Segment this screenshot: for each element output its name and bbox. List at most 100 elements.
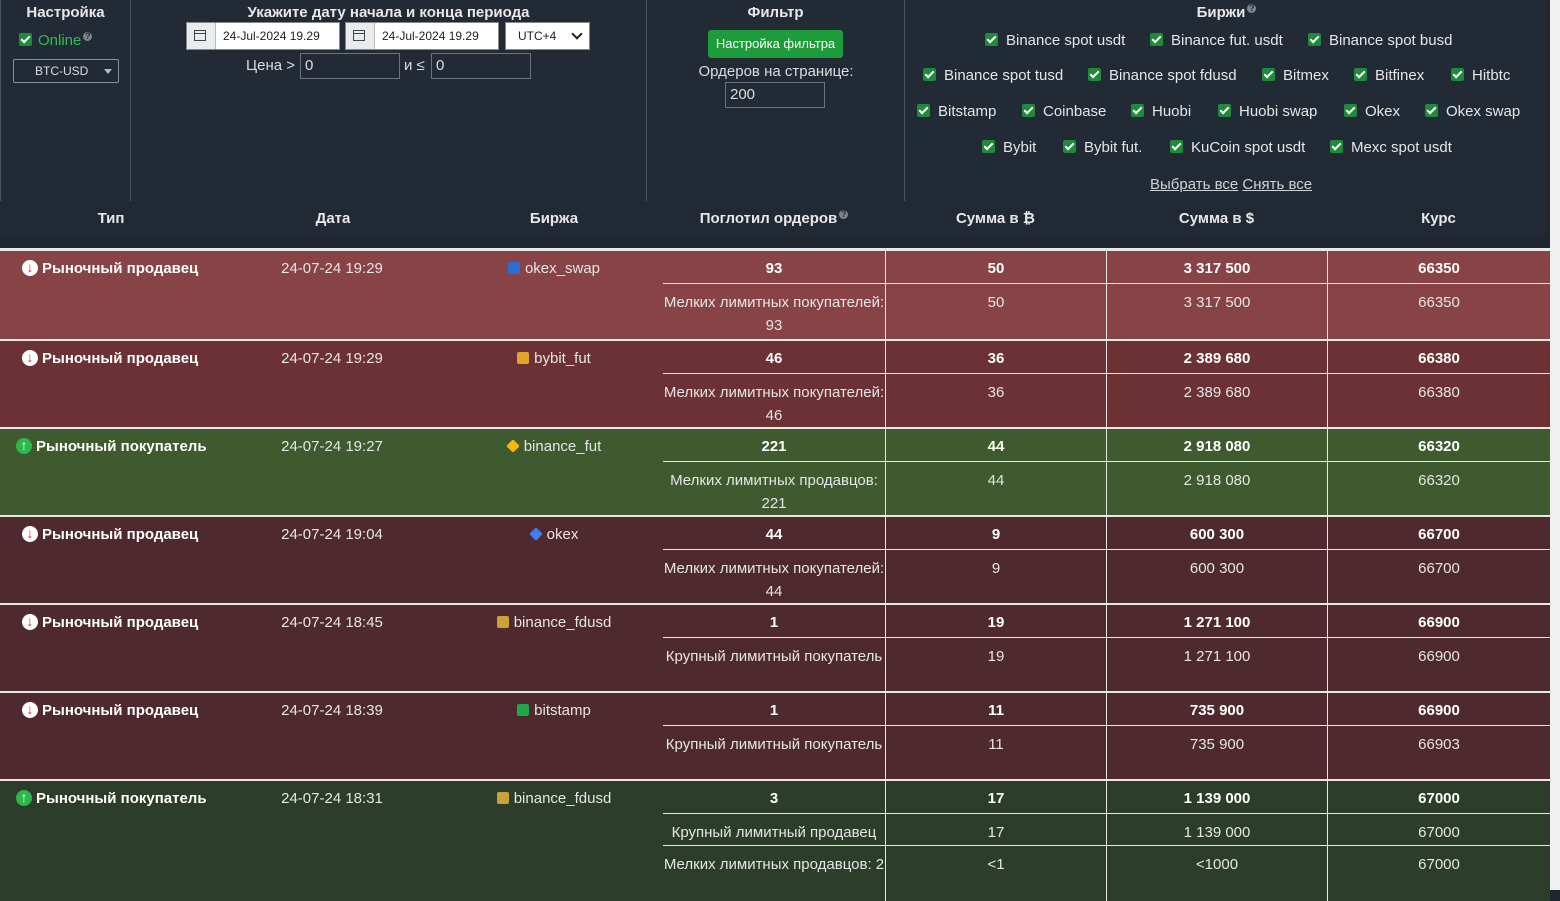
exchange-checkbox[interactable]: Hitbtc — [1451, 67, 1510, 84]
calendar-button[interactable] — [187, 23, 216, 49]
caret-down-icon — [104, 69, 112, 74]
exchange-checkbox[interactable]: Binance spot usdt — [985, 32, 1125, 49]
help-icon[interactable]: ? — [83, 31, 93, 41]
checkbox[interactable] — [1354, 68, 1367, 82]
help-icon[interactable]: ? — [1247, 3, 1257, 13]
price-max-input[interactable]: 0 — [431, 53, 531, 79]
checkbox[interactable] — [1451, 68, 1464, 82]
detail-sum-btc: 44 — [885, 462, 1106, 515]
sum-usd: 3 317 500 — [1106, 251, 1327, 283]
exchange-label: Binance spot tusd — [944, 67, 1064, 84]
checkbox[interactable] — [1330, 140, 1343, 154]
table-row[interactable]: Рыночный продавец 24-07-24 19:29 okex_sw… — [0, 251, 1550, 341]
col-header-absorbed[interactable]: Поглотил ордеров? — [663, 210, 885, 227]
exchange-checkbox[interactable]: Huobi — [1131, 103, 1191, 120]
rate: 66380 — [1327, 341, 1550, 373]
checkbox[interactable] — [1022, 104, 1035, 118]
col-header-type[interactable]: Тип — [97, 210, 125, 227]
sum-btc: 17 — [885, 781, 1106, 813]
select-all-link[interactable]: Выбрать все — [1150, 176, 1239, 193]
sum-usd: 1 139 000 — [1106, 781, 1327, 813]
checkbox[interactable] — [917, 104, 930, 118]
detail-sum-btc: 17 — [885, 814, 1106, 845]
exchange-checkbox[interactable]: Binance spot tusd — [923, 67, 1063, 84]
detail-cells: Крупный лимитный покупатель 19 1 271 100… — [663, 638, 1550, 691]
exchange-checkbox[interactable]: Binance spot busd — [1308, 32, 1452, 49]
exchange-checkbox[interactable]: Bybit fut. — [1063, 139, 1142, 156]
checkbox[interactable] — [1262, 68, 1275, 82]
col-header-sum-btc[interactable]: Сумма в ₿ — [955, 210, 1036, 227]
checkbox[interactable] — [1344, 104, 1357, 118]
checkbox[interactable] — [923, 68, 936, 82]
scrollbar[interactable] — [1550, 0, 1560, 890]
exchange-checkbox[interactable]: Bitstamp — [917, 103, 996, 120]
table-row[interactable]: Рыночный покупатель 24-07-24 19:27 binan… — [0, 429, 1550, 517]
timezone-select[interactable]: UTC+4 — [505, 22, 590, 50]
checkbox[interactable] — [1170, 140, 1183, 154]
exchange-checkbox[interactable]: Bitfinex — [1354, 67, 1424, 84]
detail-cells: Мелких лимитных продавцов: 2 <1 <1000 67… — [663, 846, 1550, 901]
table-row[interactable]: Рыночный продавец 24-07-24 19:29 bybit_f… — [0, 341, 1550, 429]
detail-rate: 66380 — [1327, 374, 1550, 427]
exchange-checkbox[interactable]: Bybit — [982, 139, 1036, 156]
checkbox[interactable] — [1131, 104, 1144, 118]
exchange-checkbox[interactable]: KuCoin spot usdt — [1170, 139, 1305, 156]
calendar-button[interactable] — [346, 23, 375, 49]
summary-cells: 44 9 600 300 66700 — [663, 517, 1550, 550]
pair-select[interactable]: BTC-USD — [13, 59, 119, 83]
timezone-value: UTC+4 — [518, 29, 557, 43]
col-header-absorbed-text: Поглотил ордеров — [699, 210, 838, 227]
date-end-input[interactable]: 24-Jul-2024 19.29 — [345, 22, 499, 50]
checkbox[interactable] — [1308, 33, 1321, 47]
checkbox[interactable] — [1425, 104, 1438, 118]
exchange-checkbox[interactable]: Okex swap — [1425, 103, 1520, 120]
exchange-label: Bybit fut. — [1084, 139, 1143, 156]
detail-description: Крупный лимитный покупатель — [665, 648, 883, 665]
exchange-label: Coinbase — [1043, 103, 1107, 120]
arrow-down-icon — [22, 701, 38, 718]
summary-cells: 1 19 1 271 100 66900 — [663, 605, 1550, 638]
col-header-exchange[interactable]: Биржа — [529, 210, 579, 227]
table-row[interactable]: Рыночный продавец 24-07-24 18:45 binance… — [0, 605, 1550, 693]
exchange-checkbox[interactable]: Coinbase — [1022, 103, 1106, 120]
checkbox[interactable] — [1088, 68, 1101, 82]
online-checkbox[interactable] — [19, 33, 32, 47]
exchange-checkbox[interactable]: Okex — [1344, 103, 1400, 120]
top-panel: Настройка Online? BTC-USD Укажите дату н… — [0, 0, 1548, 201]
filter-settings-button[interactable]: Настройка фильтра — [708, 30, 843, 58]
sum-usd: 735 900 — [1106, 693, 1327, 725]
detail-sum-usd: 1 271 100 — [1106, 638, 1327, 691]
trade-type: Рыночный покупатель — [16, 437, 207, 455]
col-header-date[interactable]: Дата — [315, 210, 351, 227]
checkbox[interactable] — [985, 33, 998, 47]
sum-btc: 50 — [885, 251, 1106, 283]
col-header-sum-usd[interactable]: Сумма в $ — [1178, 210, 1255, 227]
table-row[interactable]: Рыночный продавец 24-07-24 18:39 bitstam… — [0, 693, 1550, 781]
exchange-checkbox[interactable]: Binance spot fdusd — [1088, 67, 1237, 84]
online-toggle[interactable]: Online? — [19, 31, 93, 49]
price-min-input[interactable]: 0 — [300, 53, 400, 79]
sum-usd: 2 389 680 — [1106, 341, 1327, 373]
col-header-rate[interactable]: Курс — [1421, 210, 1456, 227]
exchange-checkbox[interactable]: Binance fut. usdt — [1150, 32, 1283, 49]
table-row[interactable]: Рыночный покупатель 24-07-24 18:31 binan… — [0, 781, 1550, 901]
detail-cells: Мелких лимитных покупателей: 46 36 2 389… — [663, 374, 1550, 427]
trade-type: Рыночный продавец — [22, 349, 198, 367]
date-start-input[interactable]: 24-Jul-2024 19.29 — [186, 22, 340, 50]
arrow-up-icon — [16, 437, 32, 454]
deselect-all-link[interactable]: Снять все — [1242, 176, 1313, 193]
detail-sum-usd: 735 900 — [1106, 726, 1327, 779]
exchange-checkbox[interactable]: Bitmex — [1262, 67, 1329, 84]
checkbox[interactable] — [982, 140, 995, 154]
trade-type-label: Рыночный продавец — [42, 260, 199, 277]
checkbox[interactable] — [1150, 33, 1163, 47]
trade-exchange: binance_fdusd — [444, 790, 664, 807]
orders-per-page-input[interactable]: 200 — [725, 82, 825, 108]
checkbox[interactable] — [1063, 140, 1076, 154]
exchange-checkbox[interactable]: Mexc spot usdt — [1330, 139, 1452, 156]
table-row[interactable]: Рыночный продавец 24-07-24 19:04 okex 44… — [0, 517, 1550, 605]
checkbox[interactable] — [1218, 104, 1231, 118]
exchange-checkbox[interactable]: Huobi swap — [1218, 103, 1317, 120]
help-icon[interactable]: ? — [839, 209, 849, 219]
detail-description: Крупный лимитный продавец — [671, 824, 877, 841]
